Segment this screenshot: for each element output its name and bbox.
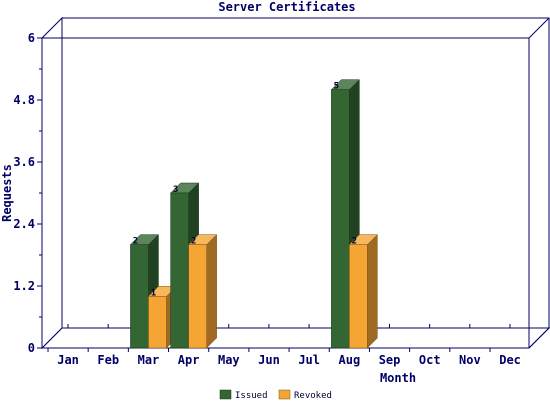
- bar-data-label: 3: [173, 185, 178, 195]
- bar-data-label: 1: [151, 288, 156, 298]
- legend-swatch: [219, 389, 232, 400]
- bar-front: [349, 244, 368, 349]
- bar-revoked-aug: 2: [348, 234, 378, 349]
- x-tick-label: Apr: [178, 353, 200, 367]
- bar-data-label: 5: [334, 82, 339, 92]
- bar-front: [170, 192, 189, 349]
- x-tick-label: Oct: [419, 353, 441, 367]
- bar-revoked-apr: 2: [188, 234, 218, 349]
- x-tick-label: Dec: [499, 353, 521, 367]
- bar-data-label: 2: [352, 237, 357, 247]
- x-tick-label: Jun: [258, 353, 280, 367]
- floor-right-edge: [528, 327, 550, 349]
- x-tick-label: Nov: [459, 353, 481, 367]
- legend-label: Revoked: [294, 391, 332, 400]
- floor: [40, 327, 550, 349]
- y-tick-label: 1.2: [13, 279, 35, 293]
- bar-front: [331, 89, 350, 349]
- bar-side: [206, 234, 217, 349]
- legend: Issued Revoked: [219, 389, 332, 401]
- bar-front: [188, 244, 207, 349]
- y-tick-label: 2.4: [13, 217, 35, 231]
- x-tick-label: Sep: [379, 353, 401, 367]
- y-ticks: 0 1.2 2.4 3.6 4.8 6: [13, 31, 42, 355]
- x-ticks: Jan Feb Mar Apr May Jun Jul Aug Sep Oct Nov Dec: [47, 324, 521, 367]
- y-tick-label: 0: [28, 341, 35, 355]
- x-tick-label: Jan: [57, 353, 79, 367]
- x-tick-label: Jul: [298, 353, 320, 367]
- bar-side: [367, 234, 378, 349]
- x-axis-label: Month: [380, 371, 416, 385]
- y-tick-label: 4.8: [13, 93, 35, 107]
- left-wall: [41, 16, 63, 350]
- legend-item-issued: Issued: [219, 389, 268, 401]
- x-tick-label: Aug: [339, 353, 361, 367]
- legend-swatch: [278, 389, 291, 400]
- bar-data-label: 2: [191, 237, 196, 247]
- x-tick-label: Mar: [138, 353, 160, 367]
- bar-front: [130, 244, 149, 349]
- legend-item-revoked: Revoked: [278, 389, 332, 401]
- x-tick-label: May: [218, 353, 240, 367]
- bar-front: [148, 296, 167, 349]
- bar-data-label: 2: [133, 237, 138, 247]
- bars: 2 1 3 2 5 2: [129, 79, 378, 349]
- y-tick-label: 3.6: [13, 155, 35, 169]
- y-tick-label: 6: [28, 31, 35, 45]
- chart-walls: [40, 16, 550, 350]
- y-axis-label: Requests: [0, 164, 14, 222]
- chart-title: Server Certificates: [218, 0, 355, 14]
- x-tick-label: Feb: [97, 353, 119, 367]
- back-wall-corner-edge: [528, 17, 550, 39]
- legend-label: Issued: [235, 391, 268, 400]
- bar-revoked-mar: 1: [147, 285, 178, 349]
